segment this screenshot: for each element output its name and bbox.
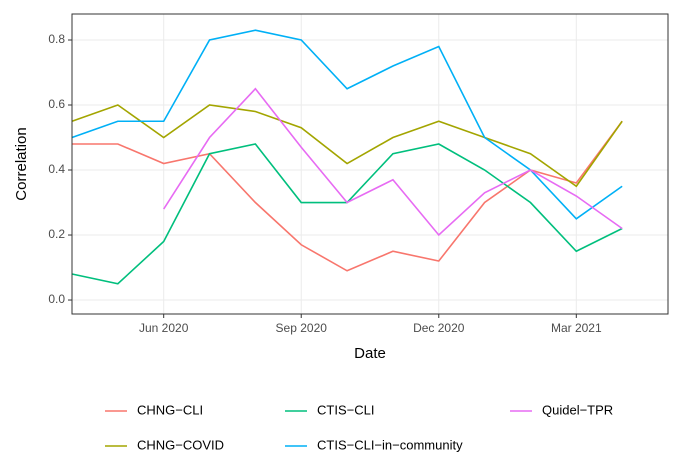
y-tick-label: 0.2 — [48, 227, 65, 241]
legend-label: CTIS−CLI — [317, 402, 374, 417]
x-tick-label: Mar 2021 — [551, 321, 602, 335]
y-tick-label: 0.8 — [48, 32, 65, 46]
legend-label: CTIS−CLI−in−community — [317, 437, 463, 452]
legend-label: CHNG−CLI — [137, 402, 203, 417]
y-tick-label: 0.6 — [48, 97, 65, 111]
x-tick-label: Dec 2020 — [413, 321, 465, 335]
y-tick-label: 0.4 — [48, 162, 65, 176]
x-tick-label: Jun 2020 — [139, 321, 189, 335]
plot-background — [72, 14, 668, 314]
y-tick-label: 0.0 — [48, 292, 65, 306]
legend-label: Quidel−TPR — [542, 402, 613, 417]
legend-label: CHNG−COVID — [137, 437, 224, 452]
series-line — [163, 87, 623, 237]
plot-border — [71, 13, 669, 315]
y-axis-label: Correlation — [13, 127, 30, 200]
x-axis-label: Date — [354, 345, 386, 362]
series-line — [71, 104, 623, 188]
x-tick-label: Sep 2020 — [276, 321, 328, 335]
